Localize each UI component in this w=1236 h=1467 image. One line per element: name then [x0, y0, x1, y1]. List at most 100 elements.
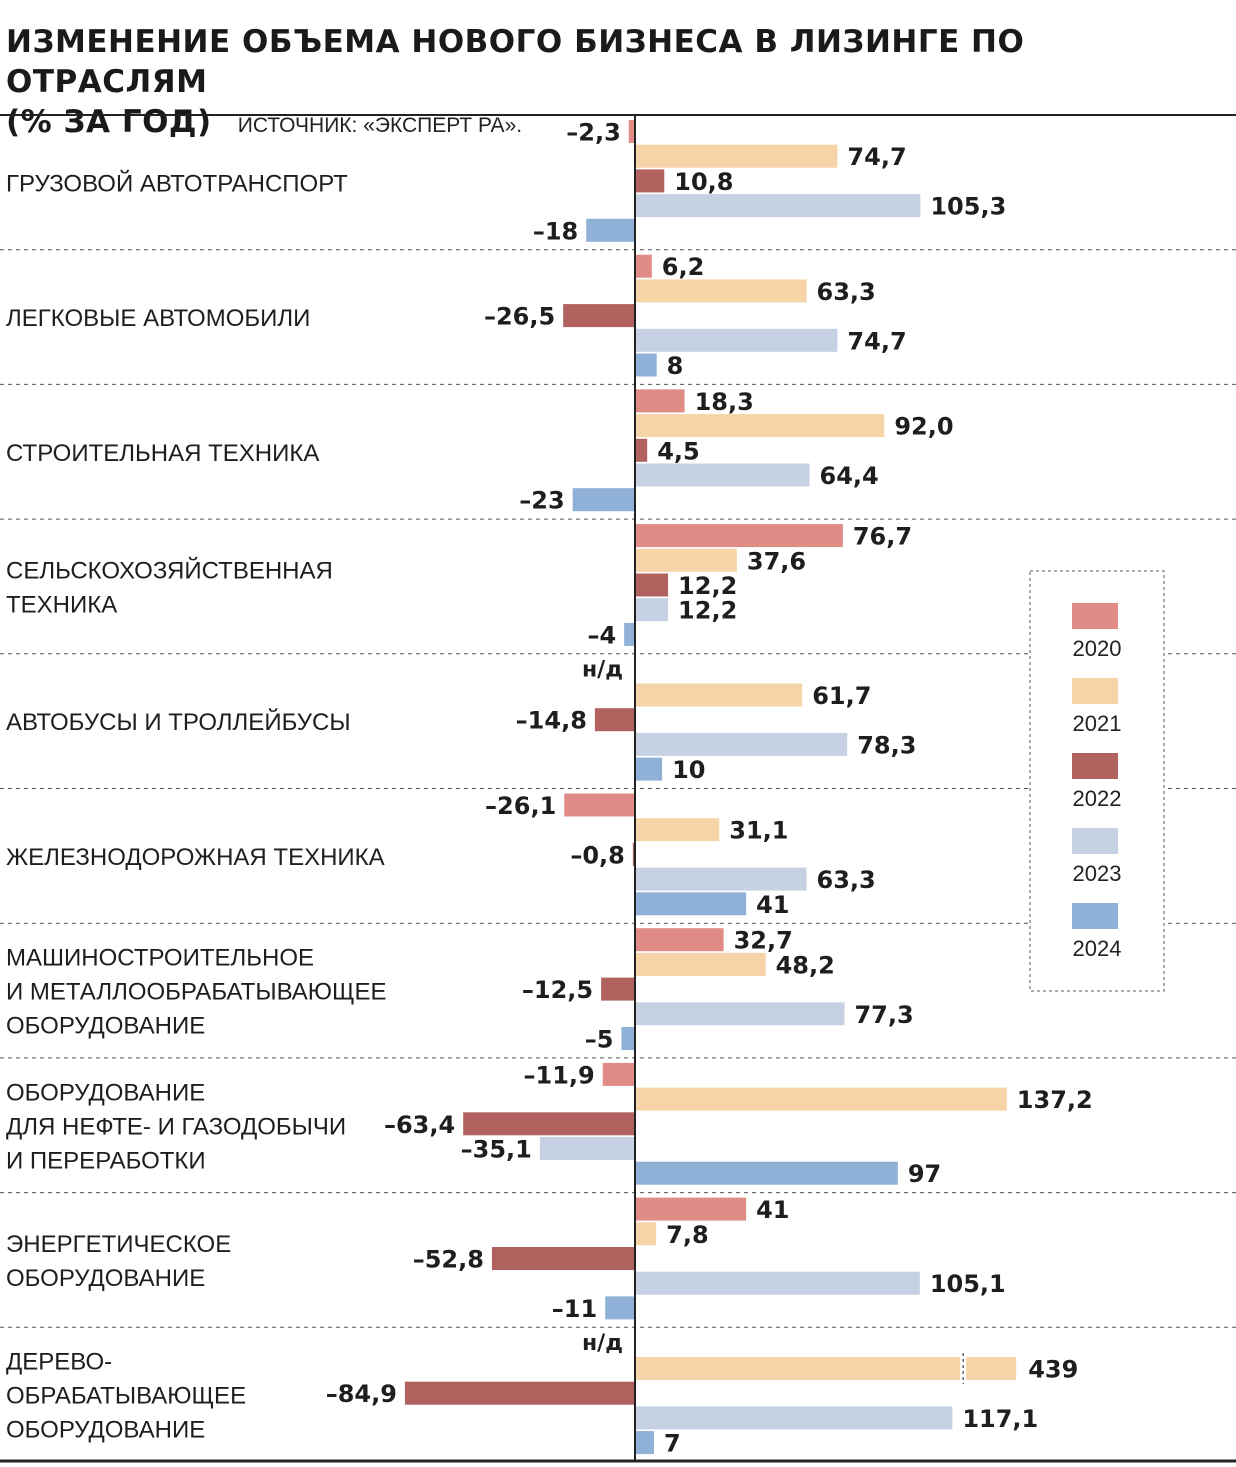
- value-label: 4,5: [657, 437, 700, 465]
- category-label-line: МАШИНОСТРОИТЕЛЬНОЕ: [6, 945, 314, 972]
- bar-2022: [635, 438, 648, 462]
- category-label-line: И МЕТАЛЛООБРАБАТЫВАЮЩЕЕ: [6, 979, 387, 1006]
- legend-label: 2020: [1073, 636, 1122, 661]
- bar-2021: [635, 1087, 1007, 1111]
- legend-swatch-2021: [1072, 678, 1118, 704]
- value-label: 41: [756, 891, 789, 919]
- bar-2022: [632, 842, 635, 866]
- category-label: АВТОБУСЫ И ТРОЛЛЕЙБУСЫ: [6, 708, 351, 736]
- category-label-line: ЭНЕРГЕТИЧЕСКОЕ: [6, 1231, 231, 1258]
- value-label: 7: [664, 1430, 681, 1458]
- value-label: 6,2: [662, 253, 705, 281]
- value-label: 78,3: [857, 731, 916, 759]
- value-label: 10,8: [674, 168, 733, 196]
- legend-label: 2021: [1073, 711, 1122, 736]
- bar-2023: [635, 598, 669, 622]
- value-label: –0,8: [570, 841, 625, 869]
- value-label: –26,1: [485, 792, 556, 820]
- bar-2021: [635, 952, 766, 976]
- value-label: 48,2: [776, 951, 835, 979]
- bar-2022: [635, 573, 669, 597]
- category-label-line: ЛЕГКОВЫЕ АВТОМОБИЛИ: [6, 305, 310, 332]
- bar-2024: [635, 353, 657, 377]
- category-label: ЛЕГКОВЫЕ АВТОМОБИЛИ: [6, 305, 310, 332]
- value-label: 63,3: [817, 866, 876, 894]
- bar-2022: [635, 169, 665, 193]
- source-note: ИСТОЧНИК: «ЭКСПЕРТ РА».: [237, 114, 523, 137]
- bar-2024: [621, 1027, 635, 1050]
- bar-2020: [635, 1197, 747, 1221]
- legend-label: 2023: [1073, 861, 1122, 886]
- category-label-line: СЕЛЬСКОХОЗЯЙСТВЕННАЯ: [6, 556, 333, 584]
- value-label: 64,4: [820, 462, 879, 490]
- category-label-line: АВТОБУСЫ И ТРОЛЛЕЙБУСЫ: [6, 708, 351, 736]
- legend: 2020 2021 2022 2023 2024: [1029, 570, 1165, 992]
- bar-2020: [635, 524, 843, 548]
- bar-2023: [635, 1002, 845, 1026]
- category-label-line: ОБОРУДОВАНИЕ: [6, 1079, 205, 1106]
- value-label: –52,8: [413, 1246, 484, 1274]
- bar-2024: [624, 622, 635, 646]
- value-label: –63,4: [384, 1111, 455, 1139]
- legend-swatch-2024: [1072, 903, 1118, 929]
- value-label: 439: [1028, 1356, 1078, 1384]
- bar-2024: [605, 1296, 635, 1320]
- group-separators: [0, 114, 1236, 1463]
- bar-2021: [635, 1357, 961, 1380]
- value-label: 77,3: [854, 1001, 913, 1029]
- value-label: –2,3: [566, 119, 621, 147]
- bar-2023: [635, 194, 921, 218]
- value-label: 12,2: [678, 597, 737, 625]
- value-label: 12,2: [678, 572, 737, 600]
- value-label: –5: [585, 1026, 614, 1054]
- bars: [404, 120, 1017, 1455]
- legend-swatch-2020: [1072, 603, 1118, 629]
- bar-2021-cont: [966, 1357, 1017, 1380]
- bar-2021: [635, 818, 720, 842]
- value-labels: –2,3 74,7 10,8 105,3 –18 6,2 63,3 –26,5 74,7 8 18,…: [326, 119, 1093, 1458]
- legend-label: 2022: [1073, 786, 1122, 811]
- bar-2024: [635, 1431, 654, 1455]
- value-label: 63,3: [817, 278, 876, 306]
- value-label: 74,7: [847, 143, 906, 171]
- bar-2022: [404, 1381, 635, 1405]
- category-label: МАШИНОСТРОИТЕЛЬНОЕ И МЕТАЛЛООБРАБАТЫВАЮЩЕ…: [6, 945, 387, 1040]
- bar-2022: [463, 1112, 635, 1136]
- category-label-line: ОБРАБАТЫВАЮЩЕЕ: [6, 1383, 246, 1410]
- category-label-line: ОБОРУДОВАНИЕ: [6, 1013, 205, 1040]
- value-label: 37,6: [747, 547, 806, 575]
- value-label: 137,2: [1017, 1086, 1093, 1114]
- value-label: 10: [672, 756, 705, 784]
- value-label: 8: [667, 352, 684, 380]
- bar-2020: [635, 389, 685, 413]
- bar-2021: [635, 279, 807, 303]
- value-label: –4: [587, 621, 616, 649]
- category-label: ОБОРУДОВАНИЕ ДЛЯ НЕФТЕ- И ГАЗОДОБЫЧИ И ПЕР…: [6, 1079, 346, 1174]
- bar-2020: [635, 254, 652, 278]
- value-label: 105,1: [930, 1270, 1006, 1298]
- category-label-line: СТРОИТЕЛЬНАЯ ТЕХНИКА: [6, 440, 319, 467]
- category-label-line: ТЕХНИКА: [6, 591, 117, 618]
- chart-title: ИЗМЕНЕНИЕ ОБЪЕМА НОВОГО БИЗНЕСА В ЛИЗИНГ…: [6, 22, 1236, 146]
- bar-2020: [635, 928, 724, 952]
- value-label: 61,7: [812, 682, 871, 710]
- category-label: ЭНЕРГЕТИЧЕСКОЕ ОБОРУДОВАНИЕ: [6, 1231, 231, 1292]
- bar-2023: [635, 732, 848, 756]
- legend-label: 2024: [1073, 936, 1122, 961]
- category-label-line: ДЛЯ НЕФТЕ- И ГАЗОДОБЫЧИ: [6, 1113, 346, 1140]
- value-label: –14,8: [516, 707, 587, 735]
- category-label: ГРУЗОВОЙ АВТОТРАНСПОРТ: [6, 169, 348, 197]
- bar-2022: [601, 977, 635, 1001]
- category-labels: ГРУЗОВОЙ АВТОТРАНСПОРТ ЛЕГКОВЫЕ АВТОМОБИЛ…: [6, 169, 387, 1443]
- bar-2023: [635, 1271, 920, 1295]
- category-label-line: ЖЕЛЕЗНОДОРОЖНАЯ ТЕХНИКА: [6, 844, 385, 871]
- bar-2024: [586, 218, 635, 242]
- title-line-2: (% ЗА ГОД): [6, 104, 212, 140]
- bar-2023: [635, 463, 810, 487]
- bar-2022: [563, 304, 635, 328]
- bar-2020: [602, 1062, 635, 1086]
- value-label: –84,9: [326, 1380, 397, 1408]
- category-label-line: ОБОРУДОВАНИЕ: [6, 1265, 205, 1292]
- bar-2024: [572, 488, 635, 512]
- category-label: ЖЕЛЕЗНОДОРОЖНАЯ ТЕХНИКА: [6, 844, 385, 871]
